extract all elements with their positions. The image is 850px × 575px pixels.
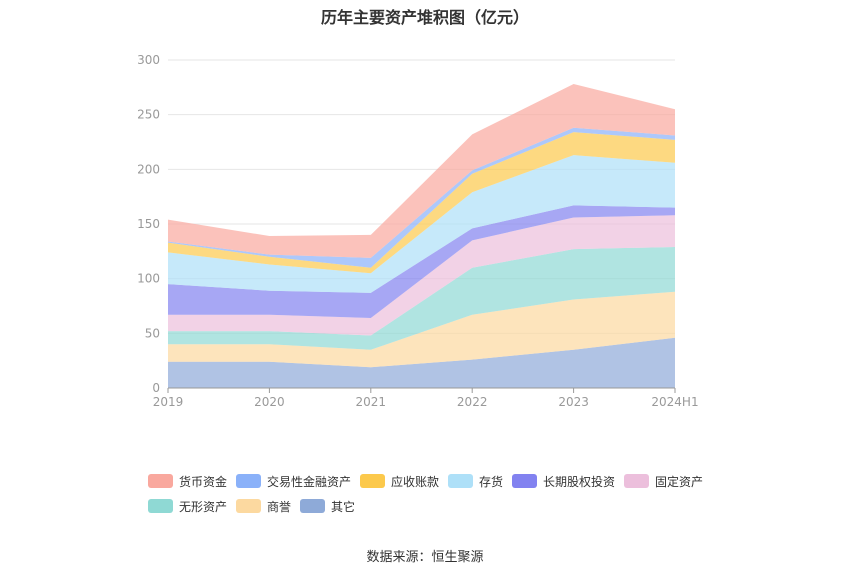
x-tick-label: 2022 [457,395,488,409]
legend-swatch [624,474,649,488]
legend-item[interactable]: 固定资产 [624,472,703,490]
legend-label: 无形资产 [179,499,228,514]
legend-item[interactable]: 其它 [300,497,355,515]
legend-label: 长期股权投资 [543,474,616,489]
legend-swatch [448,474,473,488]
area-应收账款 [168,132,675,274]
legend-swatch [148,474,173,488]
area-存货 [168,155,675,293]
legend-item[interactable]: 无形资产 [148,497,227,515]
legend-label: 固定资产 [655,474,704,489]
stacked-area-chart: 0 50 100 150 200 250 300 2019 2020 2021 2022 2023 20… [137,53,699,409]
x-tick-label: 2020 [254,395,285,409]
legend-label: 商誉 [267,499,292,514]
x-tick-label: 2024H1 [651,395,698,409]
legend-label: 交易性金融资产 [267,474,352,489]
area-商誉 [168,291,675,368]
legend-swatch [236,499,261,513]
legend-swatch [148,499,173,513]
x-tick-label: 2021 [356,395,387,409]
area-其它 [168,337,675,388]
legend-item[interactable]: 交易性金融资产 [236,472,351,490]
legend-swatch [300,499,325,513]
y-tick-label: 0 [152,381,160,395]
chart-title: 历年主要资产堆积图（亿元） [320,8,529,27]
area-长期股权投资 [168,205,675,319]
legend-item[interactable]: 应收账款 [360,472,439,490]
y-tick-label: 50 [145,326,160,340]
legend-item[interactable]: 长期股权投资 [512,472,615,490]
x-tick-label: 2019 [153,395,184,409]
legend-swatch [236,474,261,488]
legend-swatch [512,474,537,488]
y-tick-label: 200 [137,162,160,176]
y-tick-label: 150 [137,217,160,231]
legend-swatch [360,474,385,488]
legend-label: 存货 [479,474,504,489]
axes: 0 50 100 150 200 250 300 2019 2020 2021 2022 2023 20… [137,53,699,409]
legend-label: 其它 [331,499,356,514]
legend-label: 应收账款 [391,474,440,489]
y-tick-label: 100 [137,272,160,286]
area-货币资金 [168,84,675,258]
x-tick-label: 2023 [558,395,589,409]
legend-label: 货币资金 [179,474,228,489]
area-固定资产 [168,215,675,336]
area-无形资产 [168,246,675,350]
area-series [168,84,675,388]
y-tick-label: 300 [137,53,160,67]
y-tick-label: 250 [137,108,160,122]
legend-item[interactable]: 存货 [448,472,503,490]
legend-item[interactable]: 货币资金 [148,472,227,490]
legend-item[interactable]: 商誉 [236,497,291,515]
data-source: 数据来源：恒生聚源 [366,550,484,565]
